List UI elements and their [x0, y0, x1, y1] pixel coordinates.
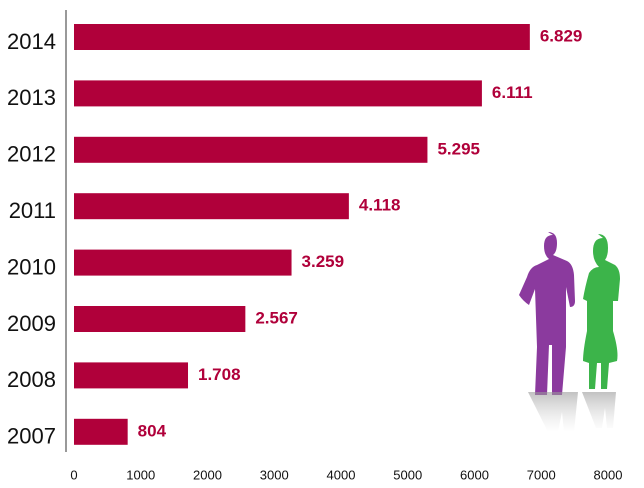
x-tick-label: 5000 [393, 467, 422, 482]
woman-silhouette [583, 234, 620, 389]
y-tick-label: 2011 [9, 198, 56, 223]
x-tick-label: 7000 [527, 467, 556, 482]
y-tick-label: 2012 [7, 142, 56, 167]
bar [74, 306, 245, 332]
value-label: 804 [138, 421, 167, 440]
man-silhouette [519, 232, 575, 395]
bar [74, 193, 349, 219]
x-tick-label: 6000 [460, 467, 489, 482]
chart: 0 1000 2000 3000 4000 5000 6000 7000 8000 2014 6.8… [0, 0, 644, 488]
bar [74, 250, 292, 276]
x-tick-label: 4000 [327, 467, 356, 482]
x-tick-label: 1000 [126, 467, 155, 482]
bar [74, 137, 427, 163]
y-tick-label: 2014 [7, 29, 56, 54]
reflection [528, 392, 616, 432]
x-tick-label: 0 [70, 467, 77, 482]
value-label: 1.708 [198, 365, 241, 384]
x-tick-label: 3000 [260, 467, 289, 482]
bar [74, 419, 128, 445]
value-label: 5.295 [437, 139, 480, 158]
bar [74, 24, 530, 50]
value-label: 6.111 [492, 83, 533, 102]
bar [74, 80, 482, 106]
value-label: 2.567 [255, 308, 298, 327]
y-tick-label: 2009 [7, 311, 56, 336]
bar [74, 362, 188, 388]
page: {"chart_data": {"type": "bar", "orientat… [0, 0, 644, 488]
y-tick-label: 2007 [7, 424, 56, 449]
y-tick-label: 2013 [7, 85, 56, 110]
x-tick-label: 8000 [594, 467, 623, 482]
y-tick-label: 2008 [7, 367, 56, 392]
value-label: 4.118 [359, 196, 401, 215]
silhouettes [519, 232, 620, 432]
x-tick-label: 2000 [193, 467, 222, 482]
value-label: 6.829 [540, 26, 583, 45]
y-tick-label: 2010 [7, 254, 56, 279]
value-label: 3.259 [302, 252, 345, 271]
